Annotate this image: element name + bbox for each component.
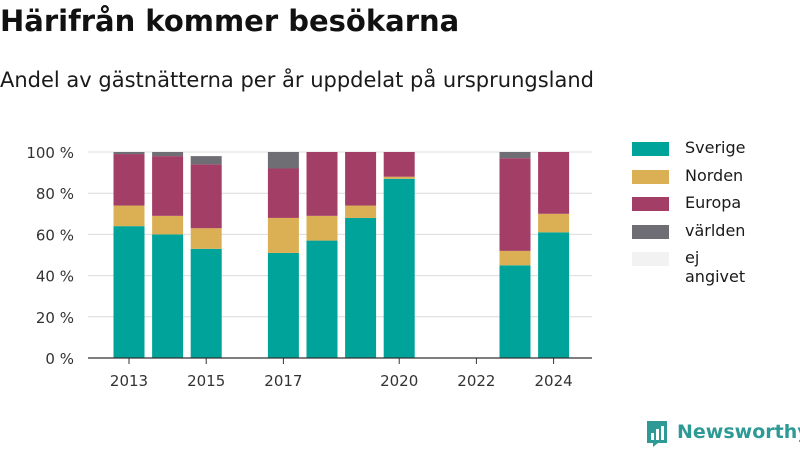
legend-label: Europa [685,193,742,212]
bar-segment [538,213,570,233]
legend-label: världen [685,220,746,240]
bar-segment [499,152,531,159]
x-tick-label: 2022 [457,372,495,390]
legend-label: ej angivet [685,248,746,286]
bar-segment [152,156,184,216]
bar-segment [538,232,570,358]
legend-swatch [632,169,669,184]
bar-segment [345,152,377,206]
bar-segment [499,158,531,251]
chart-subtitle: Andel av gästnätterna per år uppdelat på… [0,68,594,92]
x-tick-label: 2017 [264,372,302,390]
x-tick-label: 2020 [380,372,418,390]
bar-segment [538,152,570,214]
y-tick-label: 40 % [36,268,74,286]
y-tick-label: 100 % [26,144,74,162]
bar-segment [267,217,299,253]
bar-segment [190,248,222,358]
bar-segment [113,226,145,358]
bar-segment [267,168,299,218]
axes: 0 % 20 % 40 % 60 % 80 % 100 % 2013 2015 2017 2020… [26,144,592,390]
brand-name: Newsworthy [677,421,800,443]
bar-segment [383,178,415,358]
newsworthy-logo-icon [647,421,667,447]
bar-segment [306,215,338,241]
legend-label: Sverige [685,138,746,157]
bar-segment [267,152,299,169]
y-tick-label: 60 % [36,226,74,244]
chart-title: Härifrån kommer besökarna [0,4,460,38]
bar-segment [345,217,377,358]
bar-segment [190,164,222,229]
bar-segment [383,152,415,177]
bar-segment [190,228,222,249]
legend-swatch [632,197,669,211]
bar-segment [113,205,145,227]
bar-segment [113,154,145,206]
legend-swatch [632,142,669,156]
bar-segment [152,152,184,157]
bar-segment [113,152,145,155]
bar-segment [152,215,184,235]
x-tick-label: 2024 [535,372,573,390]
legend-label: Norden [685,165,744,185]
y-tick-label: 0 % [45,350,74,368]
bar-segment [383,176,415,179]
x-tick-label: 2015 [187,372,225,390]
legend-swatch [632,252,669,266]
bar-segment [306,240,338,358]
bar-segment [345,205,377,218]
bars [113,152,570,358]
y-tick-label: 80 % [36,185,74,203]
bar-segment [306,152,338,216]
bar-segment [267,252,299,358]
legend-swatch [632,224,669,239]
bar-segment [190,156,222,165]
bar-segment [152,234,184,358]
y-tick-label: 20 % [36,309,74,327]
bar-segment [499,265,531,358]
x-tick-label: 2013 [110,372,148,390]
bar-segment [499,250,531,266]
